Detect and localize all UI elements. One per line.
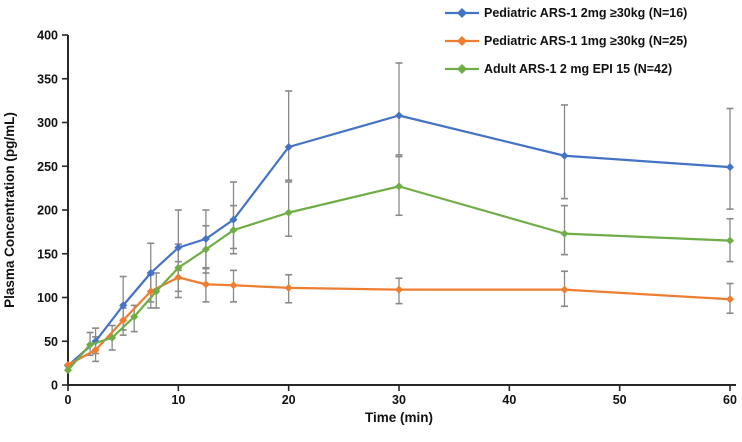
data-point-marker [284,283,293,292]
data-point-marker [152,287,161,296]
y-axis-tick-label: 0 [51,379,58,393]
data-point-marker [395,111,403,120]
legend: Pediatric ARS-1 2mg ≥30kg (N=16) Pediatr… [444,4,687,77]
legend-label: Pediatric ARS-1 2mg ≥30kg (N=16) [484,5,688,20]
x-axis-tick-label: 10 [171,393,185,407]
y-axis-title: Plasma Concentration (pg/mL) [2,112,17,308]
data-point-marker [119,316,128,325]
data-point-marker [201,234,210,243]
legend-marker-icon [444,7,480,19]
data-point-marker [146,287,155,296]
legend-item-pediatric-2mg: Pediatric ARS-1 2mg ≥30kg (N=16) [444,4,687,21]
legend-item-pediatric-1mg: Pediatric ARS-1 1mg ≥30kg (N=25) [444,32,687,49]
data-point-marker [284,208,293,217]
y-axis-tick-label: 250 [37,160,58,174]
data-point-marker [108,333,117,342]
data-point-marker [64,366,72,375]
data-point-marker [395,285,403,294]
data-point-marker [119,301,128,310]
data-point-marker [726,295,734,304]
y-axis-tick-label: 50 [44,335,58,349]
x-axis-tick-label: 60 [723,393,737,407]
legend-marker-icon [444,35,480,47]
x-axis-tick-label: 40 [502,393,516,407]
data-point-marker [174,263,183,272]
legend-label: Pediatric ARS-1 1mg ≥30kg (N=25) [484,33,688,48]
data-point-marker [229,281,238,290]
data-point-marker [726,163,734,172]
y-axis-tick-label: 400 [37,29,58,43]
x-axis-tick-label: 30 [392,393,406,407]
data-point-marker [284,143,293,151]
y-axis-tick-label: 100 [37,291,58,305]
data-point-marker [174,243,183,252]
x-axis-title: Time (min) [365,410,433,425]
y-axis-tick-label: 200 [37,204,58,218]
data-point-marker [726,236,734,245]
data-point-marker [201,280,210,289]
legend-marker-icon [444,63,480,75]
x-axis-tick-label: 20 [282,393,296,407]
data-point-marker [560,229,569,238]
y-axis-tick-label: 150 [37,247,58,261]
data-point-marker [86,340,95,349]
y-axis-tick-label: 300 [37,116,58,130]
x-axis-tick-label: 0 [65,393,72,407]
y-axis-tick-label: 350 [37,72,58,86]
series-line [66,185,732,372]
data-point-marker [201,245,210,254]
legend-label: Adult ARS-1 2 mg EPI 15 (N=42) [484,61,673,76]
data-point-marker [130,312,139,321]
data-point-marker [91,346,100,354]
x-axis-tick-label: 50 [613,393,627,407]
data-point-marker [174,273,183,282]
data-point-marker [560,285,569,294]
data-point-marker [560,151,569,160]
data-point-marker [395,182,403,191]
data-point-marker [146,269,155,277]
data-point-marker [229,215,238,224]
legend-item-adult-2mg: Adult ARS-1 2 mg EPI 15 (N=42) [444,60,687,77]
data-point-marker [229,226,238,235]
